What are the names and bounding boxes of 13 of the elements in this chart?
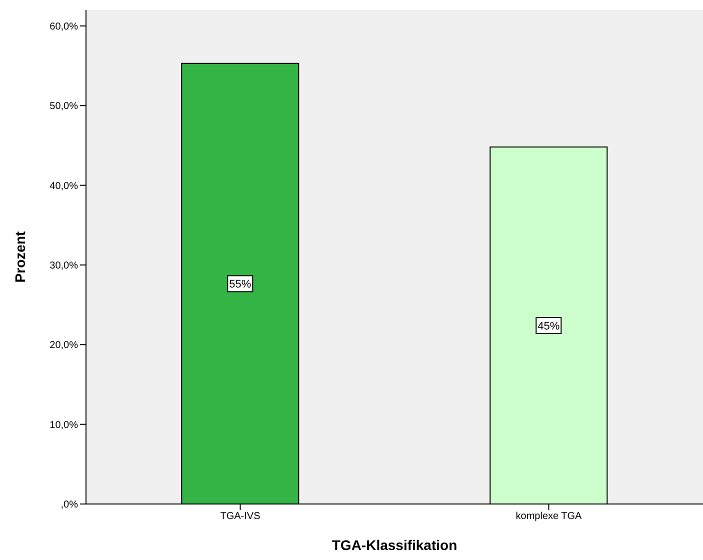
x-tick-label: komplexe TGA [516, 511, 582, 522]
y-tick-label: 60,0% [50, 21, 78, 32]
y-axis-title: Prozent [12, 230, 28, 283]
y-tick-label: 40,0% [50, 180, 78, 192]
x-tick-label: TGA-IVS [220, 511, 261, 522]
y-tick-label: 30,0% [50, 260, 78, 272]
y-tick-label: 50,0% [50, 101, 78, 112]
y-tick-label: ,0% [60, 500, 78, 511]
y-tick-label: 10,0% [50, 420, 78, 431]
y-tick-label: 20,0% [50, 340, 78, 352]
data-label: 55% [229, 278, 252, 291]
data-label: 45% [538, 320, 560, 333]
x-axis-title: TGA-Klassifikation [332, 537, 458, 553]
